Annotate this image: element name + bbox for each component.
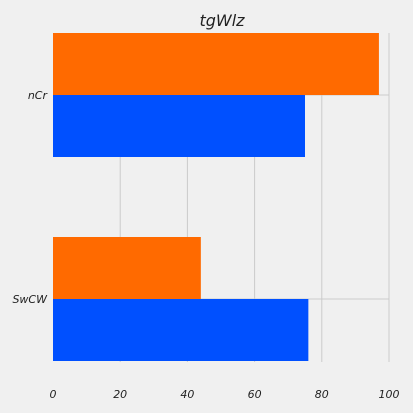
x-tick-label: 0 xyxy=(50,388,57,401)
bar xyxy=(53,237,201,299)
x-tick-label: 60 xyxy=(248,388,262,401)
x-tick-label: 100 xyxy=(379,388,400,401)
bar xyxy=(53,95,305,157)
y-tick-label: SwCW xyxy=(12,293,48,306)
chart-title: tgWlz xyxy=(199,11,245,30)
bar xyxy=(53,299,308,361)
y-tick-label: nCr xyxy=(28,89,49,102)
x-tick-label: 40 xyxy=(180,388,194,401)
x-tick-label: 80 xyxy=(315,388,329,401)
x-tick-label: 20 xyxy=(113,388,127,401)
bar xyxy=(53,33,379,95)
